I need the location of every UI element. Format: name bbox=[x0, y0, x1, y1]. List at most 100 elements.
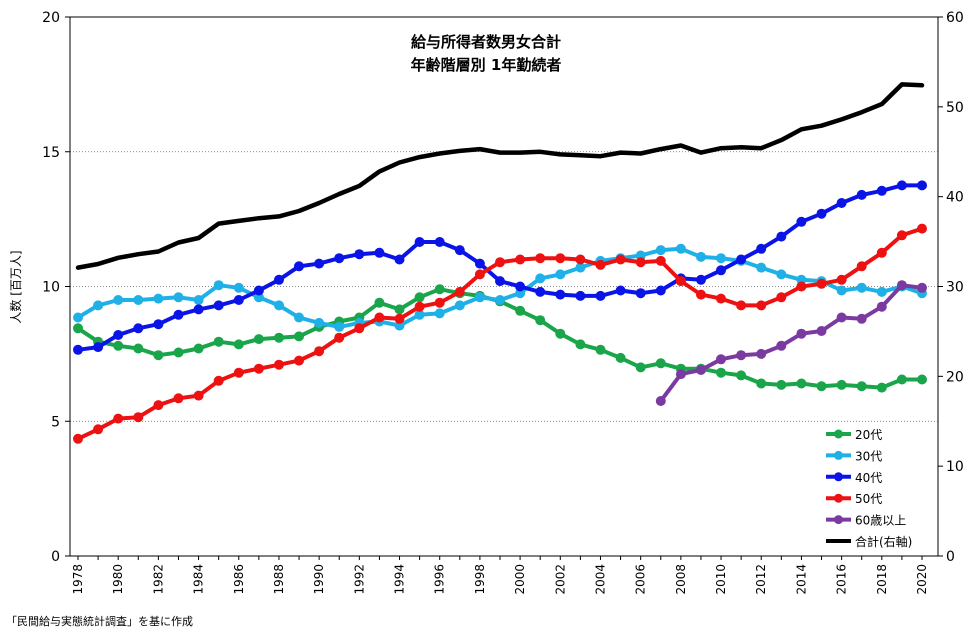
legend-label: 20代 bbox=[855, 428, 882, 442]
data-point bbox=[153, 319, 164, 330]
data-point bbox=[173, 347, 184, 358]
data-point bbox=[615, 352, 626, 363]
data-point bbox=[776, 231, 787, 242]
chart-title-line-1: 給与所得者数男女合計 bbox=[411, 33, 561, 51]
data-point bbox=[876, 185, 887, 196]
legend-label: 40代 bbox=[855, 471, 882, 485]
right-tick-label: 60 bbox=[946, 10, 964, 26]
legend-item: 30代 bbox=[826, 449, 882, 463]
data-point bbox=[917, 223, 927, 234]
data-point bbox=[414, 301, 425, 312]
data-point bbox=[73, 433, 83, 444]
data-point bbox=[776, 340, 787, 351]
legend-marker bbox=[834, 450, 843, 460]
source-note: 「民間給与実態統計調査」を基に作成 bbox=[6, 614, 193, 628]
data-point bbox=[213, 280, 224, 291]
data-point bbox=[615, 285, 626, 296]
series-3 bbox=[73, 223, 927, 444]
left-tick-label: 15 bbox=[42, 145, 60, 161]
data-point bbox=[776, 269, 787, 280]
data-point bbox=[153, 400, 164, 411]
x-tick-label: 2006 bbox=[634, 564, 648, 595]
data-point bbox=[756, 348, 767, 359]
right-tick-label: 50 bbox=[946, 100, 964, 116]
data-point bbox=[73, 312, 83, 323]
data-point bbox=[434, 284, 445, 295]
data-point bbox=[917, 282, 927, 293]
left-tick-label: 20 bbox=[42, 10, 60, 26]
data-point bbox=[233, 295, 244, 305]
data-point bbox=[655, 396, 666, 406]
data-point bbox=[856, 261, 867, 272]
data-point bbox=[93, 424, 104, 435]
data-point bbox=[736, 370, 747, 381]
legend-label: 30代 bbox=[855, 449, 882, 463]
data-point bbox=[173, 292, 184, 303]
x-tick-label: 1988 bbox=[272, 564, 286, 595]
right-y-axis: 0 10 20 30 40 50 60 bbox=[937, 10, 964, 565]
legend-item: 40代 bbox=[826, 471, 882, 485]
data-point bbox=[73, 344, 83, 355]
data-point bbox=[856, 282, 867, 293]
data-point bbox=[495, 276, 505, 287]
data-point bbox=[716, 253, 726, 264]
data-point bbox=[193, 304, 204, 315]
x-tick-label: 2016 bbox=[835, 564, 849, 595]
data-point bbox=[394, 313, 405, 324]
x-tick-label: 1996 bbox=[433, 564, 447, 595]
data-point bbox=[133, 323, 144, 334]
data-point bbox=[294, 331, 304, 342]
data-point bbox=[153, 350, 164, 361]
data-point bbox=[454, 245, 465, 256]
data-point bbox=[696, 365, 706, 375]
data-point bbox=[394, 304, 405, 315]
left-tick-label: 10 bbox=[42, 280, 60, 296]
data-point bbox=[334, 332, 345, 343]
data-point bbox=[213, 300, 224, 311]
data-point bbox=[454, 286, 465, 297]
data-point bbox=[495, 257, 505, 268]
data-point bbox=[595, 259, 606, 270]
data-point bbox=[414, 309, 425, 320]
data-point bbox=[535, 315, 546, 326]
x-tick-label: 2020 bbox=[915, 564, 929, 595]
legend-item: 50代 bbox=[826, 492, 882, 506]
data-point bbox=[294, 312, 304, 323]
data-point bbox=[314, 317, 325, 328]
legend-label: 合計(右軸) bbox=[855, 534, 912, 549]
data-point bbox=[736, 350, 747, 361]
data-point bbox=[776, 379, 787, 390]
data-point bbox=[474, 258, 485, 269]
data-point bbox=[334, 253, 345, 264]
data-point bbox=[796, 216, 807, 227]
x-tick-label: 2018 bbox=[875, 564, 889, 595]
data-point bbox=[896, 280, 907, 291]
x-tick-label: 1986 bbox=[232, 564, 246, 595]
data-point bbox=[756, 378, 767, 389]
series-2 bbox=[73, 180, 927, 355]
series-5 bbox=[75, 82, 925, 270]
series-line bbox=[75, 82, 925, 270]
data-point bbox=[856, 313, 867, 324]
data-point bbox=[153, 293, 164, 304]
legend-item: 合計(右軸) bbox=[826, 534, 912, 549]
y-axis-label: 人数 [百万人] bbox=[8, 250, 23, 323]
data-point bbox=[73, 323, 83, 334]
data-point bbox=[836, 274, 847, 285]
data-point bbox=[836, 285, 847, 296]
x-tick-label: 1982 bbox=[151, 564, 165, 595]
data-point bbox=[836, 312, 847, 323]
data-point bbox=[896, 230, 907, 241]
data-point bbox=[193, 390, 204, 401]
data-point bbox=[555, 328, 566, 339]
legend-marker bbox=[834, 515, 843, 525]
data-point bbox=[133, 412, 144, 423]
data-point bbox=[113, 330, 124, 340]
data-point bbox=[374, 312, 385, 323]
data-point bbox=[253, 363, 264, 374]
x-tick-label: 2002 bbox=[553, 564, 567, 595]
data-point bbox=[113, 295, 124, 305]
data-point bbox=[414, 237, 425, 247]
